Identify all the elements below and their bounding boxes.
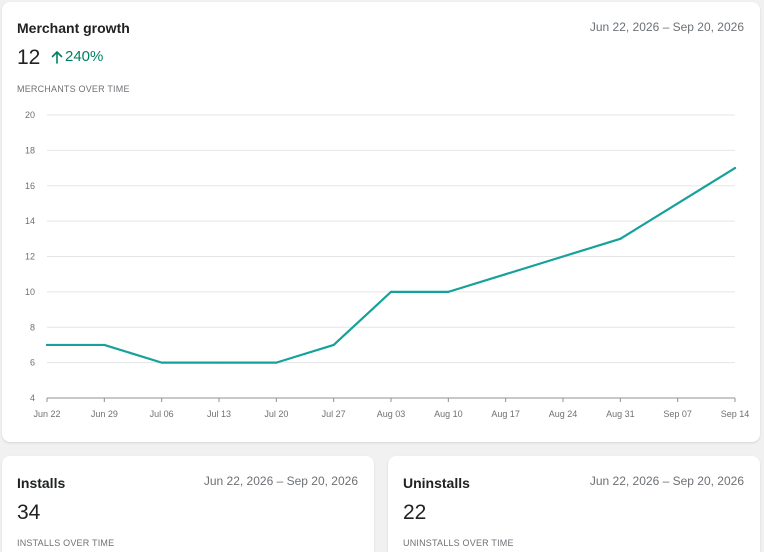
- merchant-growth-title: Merchant growth: [17, 20, 130, 36]
- merchants-line: [45, 166, 737, 364]
- data-point: [103, 343, 106, 347]
- data-point: [447, 290, 450, 293]
- y-tick-label: 6: [30, 358, 35, 368]
- y-tick-label: 20: [25, 110, 35, 120]
- x-tick-label: Jul 13: [207, 409, 231, 419]
- data-point: [217, 361, 221, 364]
- installs-count: 34: [17, 501, 41, 524]
- y-tick-label: 8: [30, 322, 35, 332]
- merchant-count: 12: [17, 46, 41, 69]
- data-point: [733, 166, 737, 170]
- uninstalls-count: 22: [403, 501, 427, 524]
- y-tick-label: 10: [25, 287, 35, 297]
- y-tick-label: 4: [30, 393, 35, 403]
- x-tick-label: Jul 06: [150, 409, 174, 419]
- installs-title: Installs: [17, 475, 66, 491]
- y-tick-label: 14: [25, 216, 35, 226]
- installs-date-range: Jun 22, 2026 – Sep 20, 2026: [203, 474, 358, 488]
- data-point: [676, 202, 679, 205]
- data-point: [160, 361, 163, 364]
- uninstalls-date-range: Jun 22, 2026 – Sep 20, 2026: [589, 474, 744, 488]
- x-tick-label: Jul 20: [264, 409, 288, 419]
- data-point: [389, 290, 393, 293]
- chart-caption: MERCHANTS OVER TIME: [17, 84, 130, 94]
- y-tick-label: 16: [25, 181, 35, 191]
- installs-card: Installs Jun 22, 2026 – Sep 20, 2026 34 …: [2, 456, 374, 552]
- data-point: [504, 273, 507, 276]
- x-tick-label: Sep 14: [721, 409, 750, 419]
- x-tick-label: Aug 24: [549, 409, 578, 419]
- data-point: [275, 361, 278, 364]
- data-point: [619, 237, 622, 240]
- growth-percent: 240%: [65, 48, 104, 65]
- y-tick-label: 18: [25, 145, 35, 155]
- x-tick-label: Aug 31: [606, 409, 635, 419]
- merchant-growth-card: Merchant growth Jun 22, 2026 – Sep 20, 2…: [2, 2, 760, 442]
- data-point: [561, 255, 565, 258]
- x-tick-label: Jul 27: [322, 409, 346, 419]
- data-point: [332, 343, 335, 347]
- uninstalls-title: Uninstalls: [403, 475, 470, 491]
- growth-indicator: 240%: [51, 48, 103, 65]
- y-tick-label: 12: [25, 252, 35, 262]
- data-point: [45, 343, 49, 347]
- x-tick-label: Sep 07: [663, 409, 692, 419]
- x-tick-label: Aug 17: [491, 409, 520, 419]
- merchant-growth-date-range: Jun 22, 2026 – Sep 20, 2026: [589, 20, 744, 34]
- installs-caption: INSTALLS OVER TIME: [17, 538, 115, 548]
- x-tick-label: Aug 10: [434, 409, 463, 419]
- uninstalls-caption: UNINSTALLS OVER TIME: [403, 538, 514, 548]
- x-tick-label: Jun 22: [33, 409, 60, 419]
- x-tick-label: Jun 29: [91, 409, 118, 419]
- uninstalls-card: Uninstalls Jun 22, 2026 – Sep 20, 2026 2…: [388, 456, 760, 552]
- arrow-up-icon: [51, 50, 63, 64]
- x-tick-label: Aug 03: [377, 409, 406, 419]
- merchants-over-time-chart: 4 6 8 10 12 14 16 18 20 Jun 22 Jun 29 Jul 06 Jul 13 J…: [25, 110, 750, 419]
